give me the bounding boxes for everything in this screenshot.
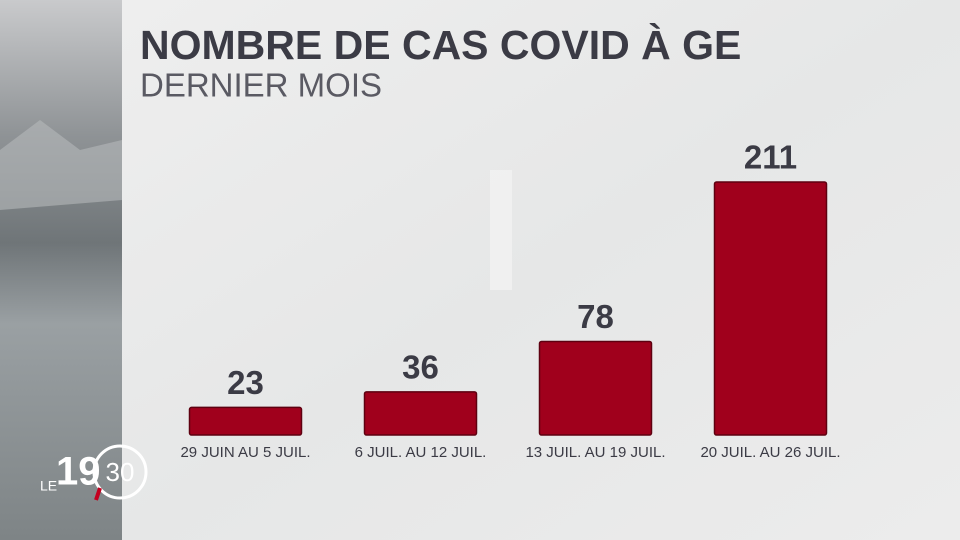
- logo: LE 19 30: [40, 444, 148, 501]
- bar: [713, 181, 828, 436]
- x-tick-label: 6 JUIL. AU 12 JUIL.: [355, 444, 487, 461]
- chart-title: NOMBRE DE CAS COVID À GE: [140, 22, 741, 68]
- value-label: 23: [227, 364, 264, 401]
- logo-prefix: LE: [40, 478, 57, 494]
- background-hills: [0, 120, 122, 210]
- chart-subtitle: DERNIER MOIS: [140, 67, 382, 104]
- logo-accent: [94, 487, 102, 501]
- bar: [363, 391, 478, 436]
- bar: [538, 340, 653, 436]
- x-tick-label: 13 JUIL. AU 19 JUIL.: [525, 444, 665, 461]
- bar: [188, 406, 303, 436]
- x-tick-label: 20 JUIL. AU 26 JUIL.: [700, 444, 840, 461]
- logo-ring: [92, 444, 148, 500]
- background-jet: [490, 170, 512, 290]
- value-label: 36: [402, 349, 439, 386]
- value-label: 78: [577, 298, 614, 335]
- logo-minute: 30: [106, 457, 135, 487]
- background-photo: [0, 0, 122, 540]
- x-tick-label: 29 JUIN AU 5 JUIL.: [180, 444, 310, 461]
- value-label: 211: [744, 139, 797, 176]
